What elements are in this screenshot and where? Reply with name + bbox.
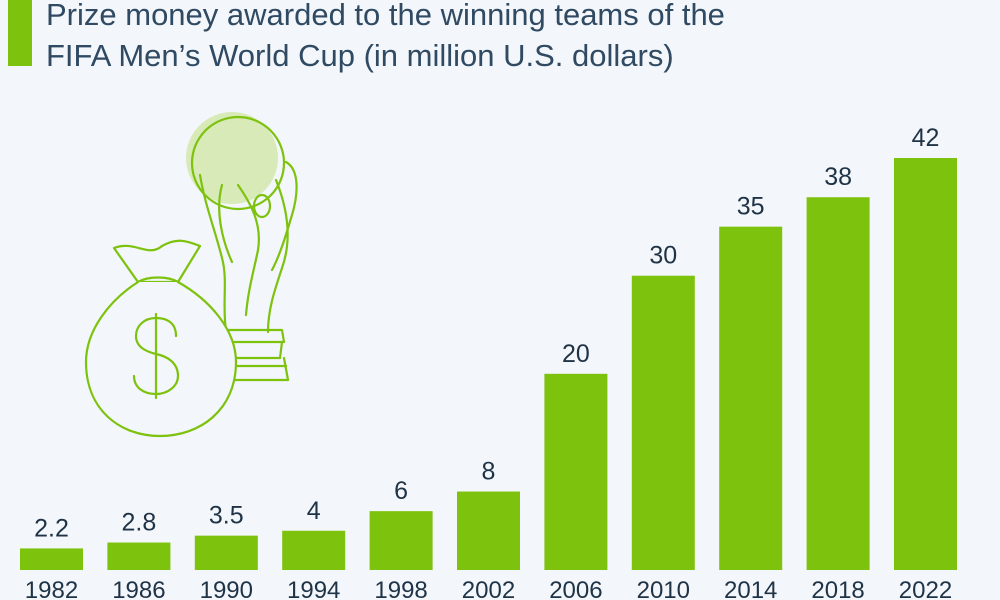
category-label-2022: 2022 bbox=[899, 577, 952, 600]
money-bag-icon bbox=[84, 239, 238, 438]
value-labels-group: 2.2 2.8 3.5 4 6 8 20 30 35 38 42 bbox=[34, 124, 939, 542]
category-label-2002: 2002 bbox=[462, 577, 515, 600]
category-label-1998: 1998 bbox=[374, 577, 427, 600]
bar-1994 bbox=[282, 530, 346, 570]
bar-1986 bbox=[107, 542, 171, 570]
value-label-2006: 20 bbox=[562, 340, 590, 368]
value-label-1986: 2.8 bbox=[122, 509, 157, 537]
bar-1982 bbox=[20, 548, 83, 570]
category-label-1986: 1986 bbox=[112, 577, 165, 600]
trophy-icon bbox=[186, 112, 298, 382]
bar-2014 bbox=[719, 226, 783, 570]
value-label-2014: 35 bbox=[737, 193, 765, 221]
bars-group bbox=[20, 158, 957, 570]
value-label-2002: 8 bbox=[482, 458, 496, 486]
title-accent-bar bbox=[8, 0, 32, 66]
value-label-1990: 3.5 bbox=[209, 502, 244, 530]
bar-2002 bbox=[457, 491, 520, 570]
value-label-1982: 2.2 bbox=[34, 514, 69, 542]
category-label-1994: 1994 bbox=[287, 577, 340, 600]
category-label-2018: 2018 bbox=[811, 577, 864, 600]
category-labels-group: 1982 1986 1990 1994 1998 2002 2006 2010 2014 2018… bbox=[25, 577, 952, 600]
category-label-2006: 2006 bbox=[549, 577, 602, 600]
bar-1998 bbox=[369, 511, 433, 570]
category-label-1990: 1990 bbox=[200, 577, 253, 600]
value-label-2022: 42 bbox=[912, 124, 940, 152]
chart-title-line-2: FIFA Men’s World Cup (in million U.S. do… bbox=[46, 38, 674, 73]
bar-2006 bbox=[544, 373, 608, 570]
bar-2022 bbox=[894, 158, 957, 570]
category-label-1982: 1982 bbox=[25, 577, 78, 600]
value-label-1998: 6 bbox=[394, 477, 408, 505]
bar-2018 bbox=[806, 197, 870, 570]
chart-title: Prize money awarded to the winning teams… bbox=[46, 0, 986, 76]
value-label-1994: 4 bbox=[307, 497, 321, 525]
bar-2010 bbox=[631, 275, 695, 570]
value-label-2010: 30 bbox=[649, 242, 677, 270]
chart-title-line-1: Prize money awarded to the winning teams… bbox=[46, 0, 725, 32]
category-label-2010: 2010 bbox=[637, 577, 690, 600]
bar-1990 bbox=[194, 535, 258, 570]
category-label-2014: 2014 bbox=[724, 577, 777, 600]
value-label-2018: 38 bbox=[824, 163, 852, 191]
